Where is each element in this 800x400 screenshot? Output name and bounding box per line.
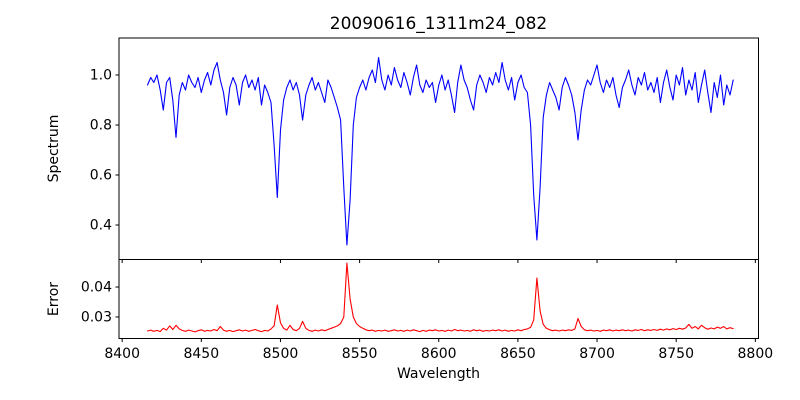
x-tick-label: 8750 (658, 346, 694, 362)
x-tick-label: 8650 (500, 346, 536, 362)
chart-title: 20090616_1311m24_082 (330, 14, 547, 34)
error-axes-frame (118, 259, 759, 339)
x-tick-label: 8500 (263, 346, 299, 362)
x-tick-label: 8600 (421, 346, 457, 362)
spectrum-line (146, 56, 734, 246)
y-tick-label: 0.03 (81, 309, 112, 325)
y-axis-label-error: Error (46, 282, 62, 316)
y-tick-label: 0.6 (90, 168, 112, 184)
x-tick-label: 8550 (342, 346, 378, 362)
error-line (146, 262, 734, 333)
y-tick-label: 0.8 (90, 118, 112, 134)
x-tick-label: 8700 (579, 346, 615, 362)
plot-area: 0.4 0.6 0.8 1.0 8400 8450 8500 8550 8600 8650 8700… (81, 37, 774, 362)
x-tick-label: 8400 (104, 346, 140, 362)
y-axis-label-spectrum: Spectrum (46, 115, 62, 183)
y-tick-label: 1.0 (90, 68, 112, 84)
x-tick-label: 8450 (183, 346, 219, 362)
y-tick-label: 0.04 (81, 280, 112, 296)
x-tick-label: 8800 (738, 346, 774, 362)
x-axis-label: Wavelength (397, 366, 480, 382)
y-tick-label: 0.4 (90, 218, 112, 234)
spectrum-axes-frame (118, 37, 759, 260)
